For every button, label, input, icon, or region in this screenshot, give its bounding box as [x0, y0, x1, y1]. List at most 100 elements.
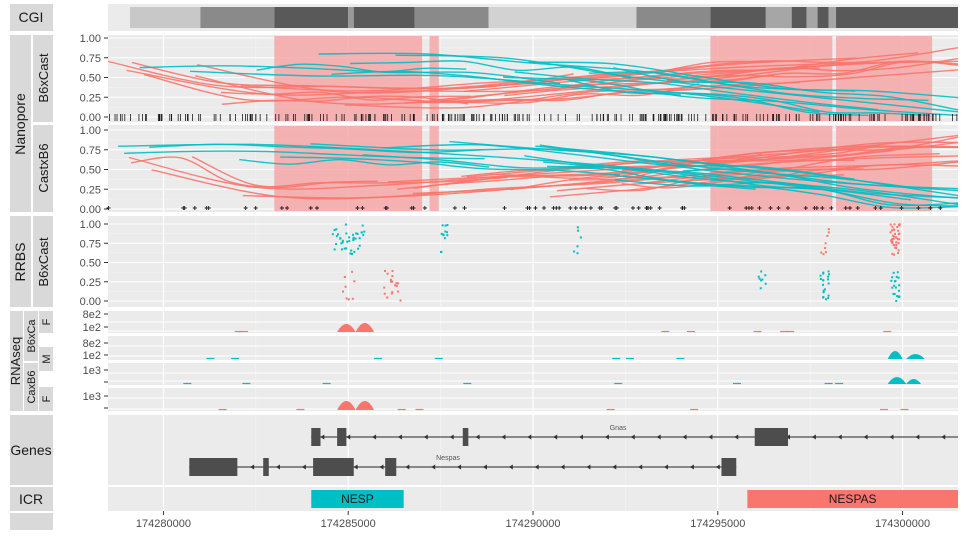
y-tick-label: 1e2 — [83, 350, 101, 362]
rrbs-point — [827, 228, 830, 231]
rrbs-point — [822, 253, 825, 256]
rrbs-point — [344, 223, 347, 226]
rrbs-point — [356, 232, 359, 235]
rrbs-point — [383, 292, 386, 295]
x-tick-label: 174285000 — [321, 518, 376, 530]
gene-strand-arrow — [837, 434, 842, 440]
cgi-block — [353, 7, 415, 28]
rrbs-point — [348, 240, 351, 243]
rrbs-point — [827, 231, 830, 234]
gene-exon — [189, 458, 238, 476]
strip-blank — [10, 513, 53, 530]
gene-strand-arrow — [301, 464, 306, 470]
rrbs-point — [386, 272, 389, 275]
rrbs-point — [895, 275, 898, 278]
strip-rnaseq-label: RNAseq — [8, 337, 23, 385]
y-tick-label: 0.50 — [80, 165, 101, 177]
rrbs-point — [827, 282, 830, 285]
gene-strand-arrow — [941, 434, 946, 440]
rrbs-point — [891, 240, 894, 243]
y-tick-label: 0.00 — [80, 296, 101, 308]
cpg-marker — [383, 206, 388, 210]
rrbs-point — [822, 289, 825, 292]
rrbs-point — [386, 296, 389, 299]
rrbs-point — [384, 269, 387, 272]
cgi-block — [836, 7, 958, 28]
strip-nanopore-label: Nanopore — [12, 93, 28, 155]
rrbs-point — [340, 242, 343, 245]
strip-nanopore — [10, 35, 31, 212]
strip-nanopore-castxb6-label: CastxB6 — [36, 143, 51, 192]
nanopore-read-curve — [280, 156, 620, 176]
rrbs-point — [827, 270, 830, 273]
rrbs-point — [342, 290, 345, 293]
rrbs-point — [898, 284, 901, 287]
nanopore-read-curve — [460, 86, 724, 104]
y-tick-label: 0.00 — [80, 112, 101, 124]
rrbs-point — [331, 233, 334, 236]
nanopore-read-curve — [350, 60, 631, 79]
cpg-marker — [573, 206, 578, 210]
rrbs-point — [354, 237, 357, 240]
strip-nanopore-b6xcast — [33, 35, 53, 122]
cgi-block — [710, 7, 766, 28]
cpg-marker — [568, 206, 573, 210]
rrbs-point — [889, 231, 892, 234]
cpg-marker — [583, 206, 588, 210]
cpg-marker — [820, 206, 825, 210]
cpg-marker — [630, 206, 635, 210]
cpg-marker — [803, 206, 808, 210]
rrbs-point — [892, 234, 895, 237]
rrbs-point — [760, 270, 763, 273]
strip-rrbs — [10, 216, 31, 307]
rrbs-point — [891, 276, 894, 279]
gene-strand-arrow — [379, 464, 384, 470]
cpg-marker — [243, 206, 248, 210]
y-axis-layer: 1.000.750.500.250.001.000.750.500.250.00… — [80, 33, 108, 409]
rrbs-point — [897, 223, 900, 226]
cpg-marker — [542, 206, 547, 210]
rrbs-point — [895, 243, 898, 246]
cpg-marker — [873, 206, 878, 210]
rrbs-point — [576, 226, 579, 229]
rrbs-point — [891, 252, 894, 255]
cpg-marker — [285, 206, 290, 210]
rrbs-points-layer — [331, 223, 901, 302]
gene-exon — [263, 458, 269, 476]
nanopore-read-curve — [191, 156, 508, 188]
gene-exon — [754, 428, 788, 446]
cpg-marker — [462, 206, 467, 210]
rrbs-point — [764, 282, 767, 285]
x-tick-label: 174300000 — [875, 518, 930, 530]
rrbs-point — [892, 237, 895, 240]
gene-strand-arrow — [689, 464, 694, 470]
cgi-block — [414, 7, 489, 28]
gene-exon — [385, 458, 397, 476]
y-tick-label: 1.00 — [80, 33, 101, 45]
gene-strand-arrow — [482, 464, 487, 470]
x-tick-label: 174295000 — [690, 518, 745, 530]
cpg-marker — [768, 206, 773, 210]
cgi-block — [130, 7, 201, 28]
cpg-marker — [757, 206, 762, 210]
gene-strand-arrow — [553, 434, 558, 440]
rrbs-point — [445, 231, 448, 234]
rrbs-point — [890, 279, 893, 282]
rrbs-point — [341, 241, 344, 244]
nanopore-read-curve — [524, 155, 959, 206]
rrbs-point — [823, 288, 826, 291]
nanopore-read-curve — [131, 61, 574, 90]
rrbs-point — [819, 278, 822, 281]
rrbs-point — [893, 284, 896, 287]
rrbs-point — [391, 280, 394, 283]
cgi-block — [348, 7, 354, 28]
x-axis-layer: 174280000 174285000 174290000 174295000 1743… — [136, 511, 930, 530]
rrbs-point — [822, 296, 825, 299]
highlight-region — [429, 36, 439, 121]
cpg-marker — [355, 206, 360, 210]
nanopore-read-curve — [670, 92, 930, 117]
cpg-marker — [829, 206, 834, 210]
rnaseq-peak — [355, 323, 375, 332]
cpg-marker — [315, 206, 320, 210]
rrbs-point — [893, 223, 896, 226]
